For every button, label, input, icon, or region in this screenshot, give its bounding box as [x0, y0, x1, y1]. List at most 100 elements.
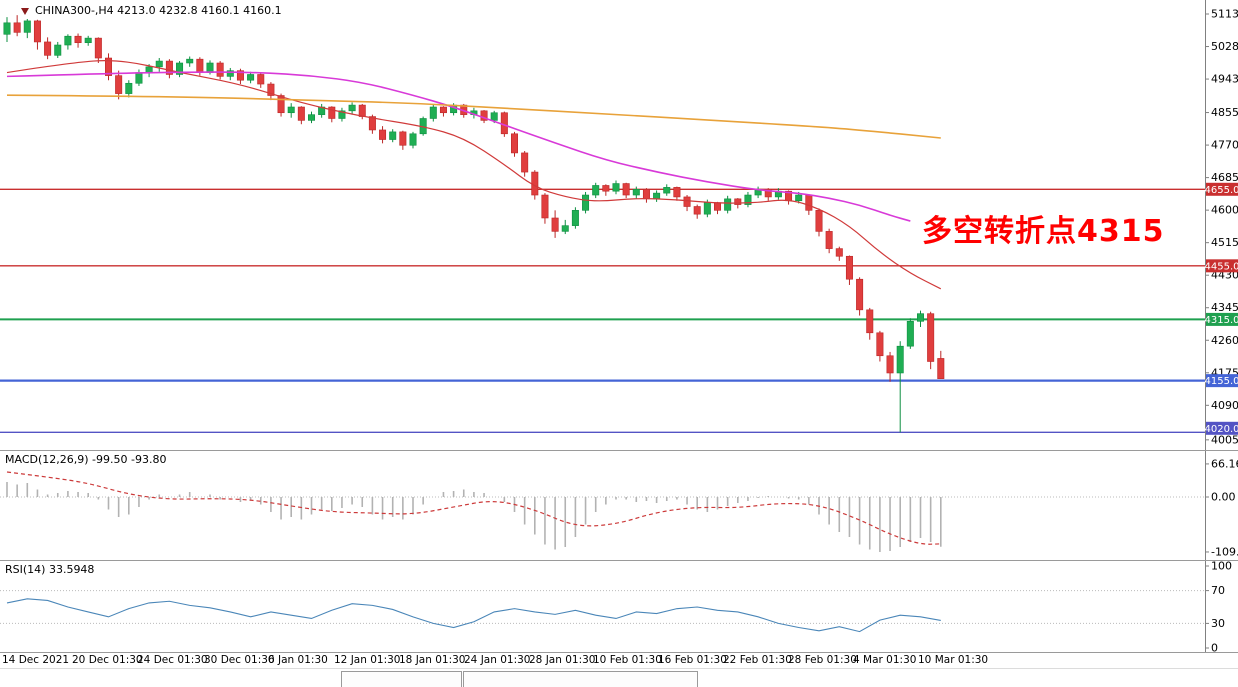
candle-body	[541, 194, 549, 219]
chinese-annotation: 多空转折点4315	[922, 214, 1165, 249]
ma-fast-red	[6, 60, 942, 290]
main-price-chart[interactable]: 5113.0 5028.0 4943.0 4855.5 4770.5 4685.5 4600…	[0, 0, 1238, 450]
symbol-ohlc-title: CHINA300-,H4 4213.0 4232.8 4160.1 4160.1	[35, 4, 282, 17]
time-label: 18 Jan 01:30	[399, 654, 466, 666]
svg-text:4455.0: 4455.0	[1205, 261, 1238, 272]
candle-body	[764, 188, 772, 198]
candle-body	[713, 202, 721, 211]
candle-body	[226, 70, 234, 77]
candle-body	[663, 187, 671, 194]
candle-body	[399, 131, 407, 146]
macd-panel[interactable]: 66.16 0.00 -109.93	[0, 451, 1238, 560]
candle-body	[500, 112, 508, 135]
candle-body	[916, 313, 924, 322]
candle-body	[876, 332, 884, 357]
panel-divider	[0, 652, 1238, 653]
candle-body	[84, 37, 92, 44]
candle-body	[297, 106, 305, 121]
minimized-chart-tab[interactable]	[463, 671, 698, 687]
time-label: 10 Feb 01:30	[593, 654, 662, 666]
minimized-chart-tab[interactable]	[341, 671, 462, 687]
price-axis[interactable]: 5113.0 5028.0 4943.0 4855.5 4770.5 4685.5 4600…	[1205, 0, 1238, 450]
time-label: 16 Feb 01:30	[658, 654, 727, 666]
price-tick-label: 4770.5	[1211, 139, 1238, 152]
candle-body	[216, 62, 224, 77]
candle-body	[856, 278, 864, 311]
time-label: 30 Dec 01:30	[204, 654, 275, 666]
candle-body	[206, 62, 214, 73]
candle-body	[287, 106, 295, 114]
rsi-axis-label: 0	[1211, 642, 1218, 653]
candle-body	[815, 210, 823, 232]
candle-body	[389, 131, 397, 140]
svg-text:4155.0: 4155.0	[1205, 376, 1238, 387]
candle-body	[886, 355, 894, 374]
rsi-panel[interactable]: 100 70 30 0	[0, 561, 1238, 652]
candle-body	[612, 183, 620, 192]
candle-body	[267, 83, 275, 96]
candle-body	[307, 114, 315, 121]
window-divider	[0, 668, 1238, 669]
horizontal-level-lines	[0, 188, 1205, 433]
candle-body	[145, 66, 153, 73]
time-label: 10 Mar 01:30	[918, 654, 989, 666]
rsi-axis-label: 30	[1211, 617, 1225, 630]
candle-body	[937, 358, 945, 379]
candle-body	[105, 57, 113, 76]
rsi-axis-label: 100	[1211, 561, 1232, 573]
panel-divider	[0, 560, 1238, 561]
hline-price-label: 4455.0	[1205, 259, 1238, 273]
candle-body	[673, 187, 681, 198]
time-label: 22 Feb 01:30	[723, 654, 792, 666]
time-axis[interactable]: 14 Dec 2021 20 Dec 01:30 24 Dec 01:30 30 De…	[0, 653, 1238, 668]
candle-body	[135, 72, 143, 84]
candle-body	[338, 110, 346, 119]
candle-body	[703, 202, 711, 215]
price-tick-label: 4685.5	[1211, 171, 1238, 184]
svg-text:4315.0: 4315.0	[1205, 315, 1238, 326]
time-label: 6 Jan 01:30	[268, 654, 328, 666]
rsi-indicator-label: RSI(14) 33.5948	[5, 563, 95, 576]
hline-price-label: 4020.0	[1205, 421, 1238, 435]
candle-body	[622, 183, 630, 196]
macd-histogram	[6, 482, 942, 552]
price-tick-label: 5028.0	[1211, 40, 1238, 53]
candle-body	[155, 60, 163, 68]
time-label: 4 Mar 01:30	[853, 654, 917, 666]
price-tick-label: 4090.5	[1211, 399, 1238, 412]
candle-body	[602, 185, 610, 192]
svg-text:4020.0: 4020.0	[1205, 424, 1238, 435]
price-tick-label: 4943.0	[1211, 73, 1238, 86]
macd-indicator-label: MACD(12,26,9) -99.50 -93.80	[5, 453, 167, 466]
candle-body	[125, 82, 133, 94]
candle-body	[551, 217, 559, 232]
time-label: 28 Feb 01:30	[788, 654, 857, 666]
macd-axis-label: 0.00	[1211, 491, 1236, 504]
time-label: 12 Jan 01:30	[334, 654, 401, 666]
panel-divider	[0, 450, 1238, 451]
candle-body	[510, 133, 518, 154]
svg-text:4655.0: 4655.0	[1205, 185, 1238, 196]
candle-body	[23, 20, 31, 33]
candle-body	[165, 60, 173, 75]
candle-body	[521, 152, 529, 173]
candle-body	[805, 194, 813, 211]
candle-body	[247, 74, 255, 81]
candle-body	[582, 194, 590, 211]
price-tick-label: 4260.5	[1211, 334, 1238, 347]
candle-body	[236, 70, 244, 81]
candles-layer	[3, 15, 945, 433]
candle-body	[744, 194, 752, 205]
candle-body	[906, 321, 914, 347]
candle-body	[724, 198, 732, 211]
candle-body	[115, 75, 123, 94]
price-tick-label: 4345.5	[1211, 301, 1238, 314]
hline-price-label: 4315.0	[1205, 312, 1238, 326]
candle-body	[64, 35, 72, 46]
macd-axis-label: 66.16	[1211, 457, 1238, 470]
time-label: 24 Dec 01:30	[137, 654, 208, 666]
candle-body	[653, 192, 661, 200]
price-tick-label: 4600.5	[1211, 204, 1238, 217]
